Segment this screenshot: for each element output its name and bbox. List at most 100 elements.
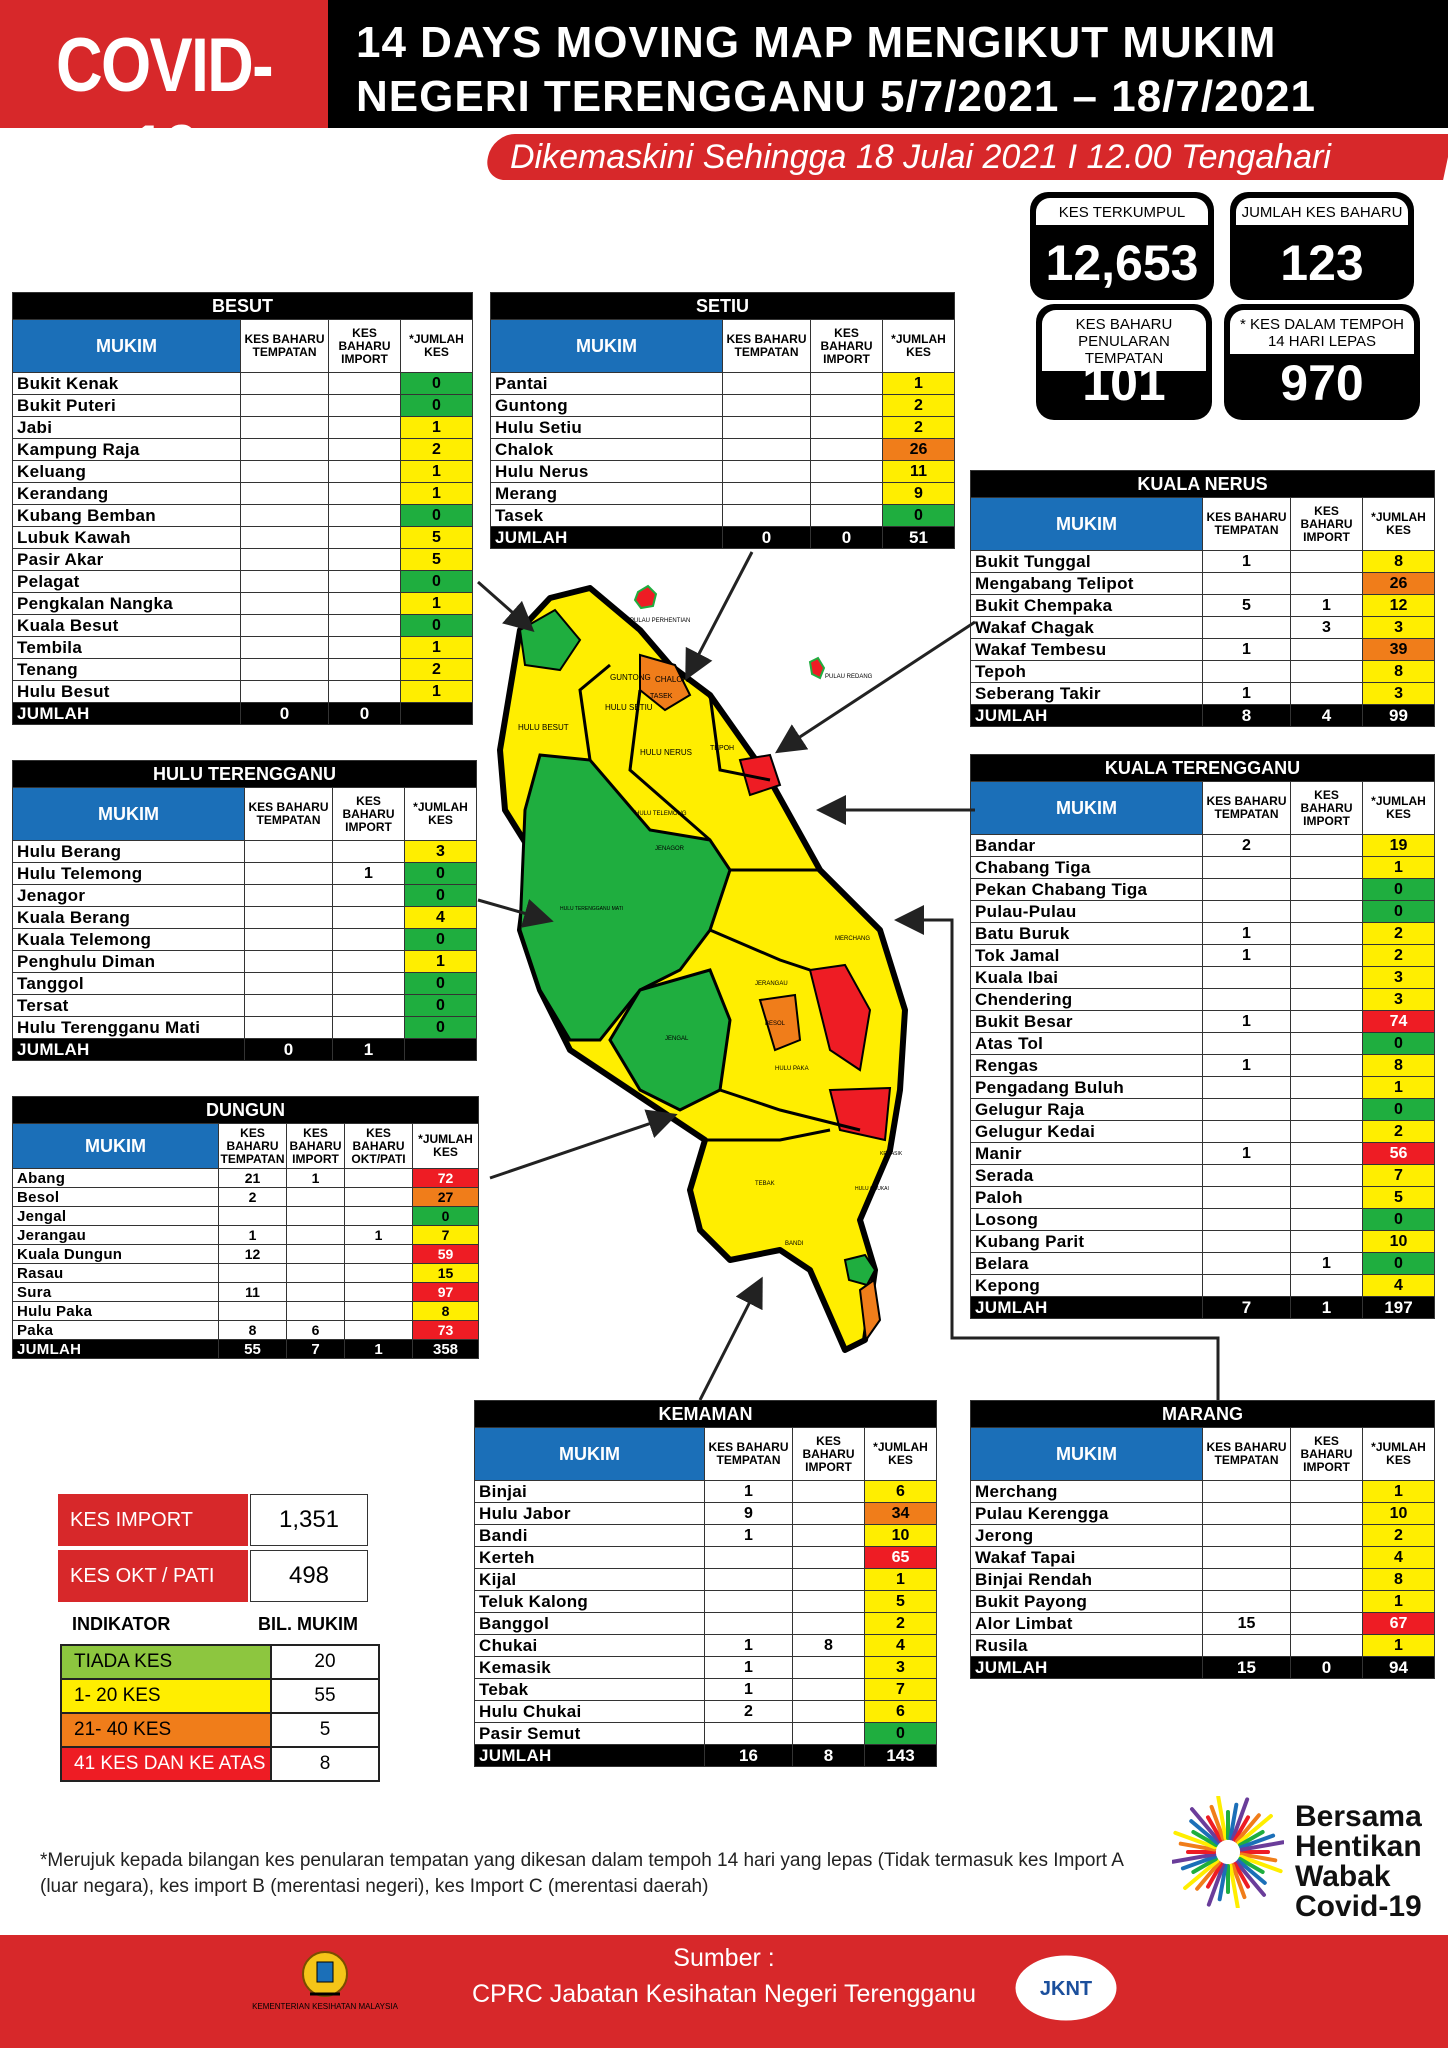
mukim-name: Tersat (12, 994, 245, 1017)
table-row: Chendering 3 (970, 988, 1436, 1011)
jumlah-kes-cell: 1 (399, 416, 474, 439)
table-row: Pasir Semut 0 (474, 1722, 937, 1745)
total-cell: 8 (404, 1038, 477, 1061)
island-perhentian (633, 584, 658, 610)
jumlah-kes-cell: 1 (404, 950, 477, 973)
column-header-mukim: MUKIM (12, 319, 241, 373)
stat-label: JUMLAH KES BAHARU (1236, 198, 1408, 225)
total-cell: 8 (792, 1744, 865, 1767)
table-kuala-nerus: KUALA NERUS MUKIM KES BAHARU TEMPATAN KES B… (969, 470, 1436, 727)
stat-kes-terkumpul: KES TERKUMPUL 12,653 (1030, 192, 1214, 300)
table-row: Hulu Setiu 2 (490, 416, 956, 439)
table-row: Keluang 1 (12, 460, 474, 483)
legend-row: 21- 40 KES 5 (60, 1712, 380, 1748)
arrow-setiu (685, 551, 754, 681)
table-row: Bukit Tunggal 1 8 (970, 550, 1436, 573)
kes-import-box: KES IMPORT 1,351 (58, 1494, 368, 1546)
total-label: JUMLAH (12, 1339, 219, 1359)
mukim-name: Jengal (12, 1206, 219, 1226)
table-row: Kuala Berang 4 (12, 906, 477, 929)
column-header: *JUMLAH KES (1361, 781, 1436, 835)
region-hulu-jabor (858, 1278, 882, 1343)
column-header: KES BAHARU IMPORT (1290, 1427, 1363, 1481)
table-row: Kijal 1 (474, 1568, 937, 1591)
total-cell: 8 (1202, 704, 1291, 727)
mukim-name: Keluang (12, 460, 241, 483)
jumlah-kes-cell: 0 (399, 614, 474, 637)
arrow-kuala-nerus (774, 620, 976, 754)
slogan-line: Wabak (1295, 1860, 1391, 1893)
jumlah-kes-cell: 7 (864, 1678, 937, 1701)
jumlah-kes-cell: 59 (412, 1244, 479, 1264)
table-row: Bukit Besar 1 74 (970, 1010, 1436, 1033)
mukim-name: Pantai (490, 372, 723, 395)
district-title: DUNGUN (12, 1096, 479, 1124)
mukim-name: Bandar (970, 834, 1203, 857)
total-cell: 1 (1290, 1296, 1363, 1319)
jumlah-kes-cell: 3 (1361, 616, 1436, 639)
column-header-mukim: MUKIM (12, 1123, 219, 1169)
column-header: *JUMLAH KES (412, 1123, 479, 1169)
table-marang: MARANG MUKIM KES BAHARU TEMPATAN KES BAHARU… (970, 1400, 1435, 1679)
map-label: HULU TELEMONG (635, 811, 687, 817)
table-row: Pulau-Pulau 0 (970, 900, 1436, 923)
total-cell: 7 (286, 1339, 345, 1359)
mukim-name: Pekan Chabang Tiga (970, 878, 1203, 901)
jumlah-kes-cell: 0 (404, 862, 477, 885)
jumlah-kes-cell: 11 (881, 460, 956, 483)
legend-count: 55 (270, 1678, 380, 1714)
total-row: JUMLAH 55 7 1 358 (12, 1339, 479, 1359)
column-header-mukim: MUKIM (970, 781, 1203, 835)
jumlah-kes-cell: 3 (1361, 966, 1436, 989)
stat-value: 12,653 (1045, 235, 1199, 291)
table-row: Binjai Rendah 8 (970, 1568, 1435, 1591)
table-row: Merang 9 (490, 482, 956, 505)
total-label: JUMLAH (12, 702, 241, 725)
jumlah-kes-cell: 74 (1361, 1010, 1436, 1033)
bil-mukim-header: BIL. MUKIM (258, 1614, 358, 1634)
table-row: Jerong 2 (970, 1524, 1435, 1547)
column-header: KES BAHARU TEMPATAN (218, 1123, 287, 1169)
column-header: KES BAHARU IMPORT (328, 319, 401, 373)
map-label: BANDI (785, 1241, 804, 1247)
stat-value: 970 (1280, 355, 1364, 411)
jumlah-kes-cell: 0 (1361, 1032, 1436, 1055)
table-row: Paka 8 6 73 (12, 1320, 479, 1340)
map-label: GUNTONG (610, 673, 651, 682)
mukim-name: Manir (970, 1142, 1203, 1165)
mukim-name: Bukit Tunggal (970, 550, 1203, 573)
stat-kes-14-hari: * KES DALAM TEMPOH 14 HARI LEPAS 970 (1224, 304, 1420, 420)
jumlah-kes-cell: 72 (412, 1168, 479, 1188)
jumlah-kes-cell: 0 (1361, 1098, 1436, 1121)
jumlah-kes-cell: 0 (864, 1722, 937, 1745)
jumlah-kes-cell: 5 (864, 1590, 937, 1613)
table-row: Manir 1 56 (970, 1142, 1436, 1165)
total-label: JUMLAH (490, 526, 723, 549)
jumlah-kes-cell: 6 (864, 1480, 937, 1503)
map-label: MERCHANG (835, 936, 870, 942)
column-header: KES BAHARU TEMPATAN (704, 1427, 793, 1481)
mukim-name: Wakaf Chagak (970, 616, 1203, 639)
mukim-name: Bukit Besar (970, 1010, 1203, 1033)
jumlah-kes-cell: 19 (1361, 834, 1436, 857)
map-label: PULAU PERHENTIAN (630, 618, 690, 624)
bersama-logo-icon (1172, 1796, 1284, 1908)
table-row: Gelugur Raja 0 (970, 1098, 1436, 1121)
map-label: HULU CHUKAI (855, 1186, 889, 1192)
legend-label: 21- 40 KES (60, 1712, 272, 1748)
total-cell: 94 (1362, 1656, 1435, 1679)
source-text: CPRC Jabatan Kesihatan Negeri Terengganu (471, 1980, 977, 2008)
column-header: *JUMLAH KES (1362, 1427, 1435, 1481)
district-title: SETIU (489, 292, 956, 320)
map-label: HULU NERUS (640, 748, 692, 757)
total-row: JUMLAH 15 0 94 (970, 1656, 1435, 1679)
total-cell: 15 (1202, 1656, 1291, 1679)
jumlah-kes-cell: 3 (864, 1656, 937, 1679)
arrow-hulu-terengganu (477, 898, 554, 928)
map-label: KEMASIK (880, 1151, 903, 1157)
district-title: MARANG (970, 1400, 1435, 1428)
jumlah-kes-cell: 0 (1361, 878, 1436, 901)
table-row: Kubang Parit 10 (970, 1230, 1436, 1253)
total-label: JUMLAH (970, 1656, 1203, 1679)
table-row: Teluk Kalong 5 (474, 1590, 937, 1613)
